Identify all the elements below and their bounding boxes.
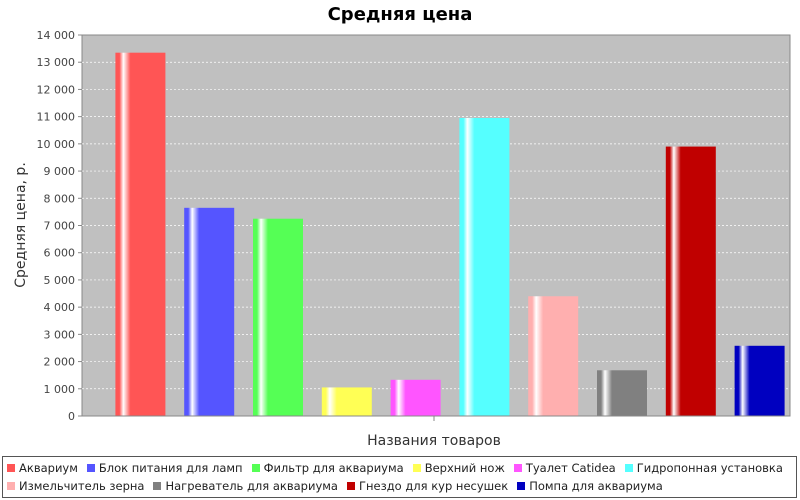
bar-5 (390, 379, 441, 416)
bar-8 (597, 370, 647, 416)
legend-item: Гидропонная установка (624, 459, 783, 477)
bar-2 (184, 207, 235, 416)
legend-label: Блок питания для ламп (98, 461, 243, 475)
legend-item: Помпа для аквариума (517, 477, 663, 495)
legend-swatch (153, 482, 162, 490)
y-tick-label: 11 000 (37, 111, 76, 124)
y-tick-label: 3 000 (44, 328, 76, 341)
bar-9 (665, 146, 716, 417)
chart-title: Средняя цена (327, 4, 473, 25)
y-tick-label: 1 000 (44, 383, 76, 396)
legend-item: Туалет Catidea (513, 459, 616, 477)
y-tick-label: 13 000 (37, 56, 76, 69)
y-tick-label: 14 000 (37, 29, 76, 42)
legend-swatch (346, 482, 355, 490)
x-axis-title: Названия товаров (367, 433, 501, 449)
legend-swatch (517, 482, 526, 490)
legend-swatch (412, 464, 421, 472)
y-tick-label: 4 000 (44, 301, 76, 314)
y-tick-label: 9 000 (44, 165, 76, 178)
bar-4 (321, 387, 372, 416)
bar-7 (528, 296, 579, 416)
legend-swatch (513, 464, 522, 472)
legend-item: Измельчитель зерна (7, 477, 144, 495)
legend-swatch (251, 464, 260, 472)
y-axis-ticks: 0 1 000 2 000 3 000 4 000 5 000 6 000 7 000 8 00… (37, 29, 82, 423)
y-tick-label: 8 000 (44, 192, 76, 205)
legend-item: Гнездо для кур несушек (346, 477, 509, 495)
y-tick-label: 0 (68, 410, 75, 423)
y-tick-label: 2 000 (44, 356, 76, 369)
legend-item: Верхний нож (412, 459, 505, 477)
bar-3 (253, 218, 303, 416)
y-tick-label: 7 000 (44, 220, 76, 233)
y-tick-label: 10 000 (37, 138, 76, 151)
y-axis-title: Средняя цена, р. (13, 162, 29, 288)
legend-label: Фильтр для аквариума (263, 461, 404, 475)
legend-label: Измельчитель зерна (19, 479, 145, 493)
legend-swatch (7, 464, 15, 472)
bar-chart: 0 1 000 2 000 3 000 4 000 5 000 6 000 7 000 8 00… (13, 29, 791, 449)
legend-item: Аквариум (7, 459, 78, 477)
legend-label: Гнездо для кур несушек (358, 479, 509, 493)
bars (115, 52, 785, 417)
y-tick-label: 6 000 (44, 247, 76, 260)
legend-label: Нагреватель для аквариума (165, 479, 338, 493)
legend-item: Нагреватель для аквариума (153, 477, 338, 495)
legend-label: Аквариум (19, 461, 78, 475)
legend-label: Верхний нож (424, 461, 505, 475)
legend-label: Гидропонная установка (636, 461, 783, 475)
legend-label: Туалет Catidea (525, 461, 616, 475)
bar-6 (459, 118, 510, 416)
legend-item: Блок питания для ламп (86, 459, 243, 477)
legend-label: Помпа для аквариума (529, 479, 663, 493)
legend-swatch (624, 464, 633, 472)
y-tick-label: 12 000 (37, 83, 76, 96)
bar-1 (115, 52, 166, 417)
legend-item: Фильтр для аквариума (251, 459, 404, 477)
y-tick-label: 5 000 (44, 274, 76, 287)
legend-swatch (86, 464, 95, 472)
legend-swatch (7, 482, 15, 490)
bar-10 (734, 345, 785, 416)
legend: Аквариум Блок питания для ламп Фильтр для … (2, 456, 797, 498)
